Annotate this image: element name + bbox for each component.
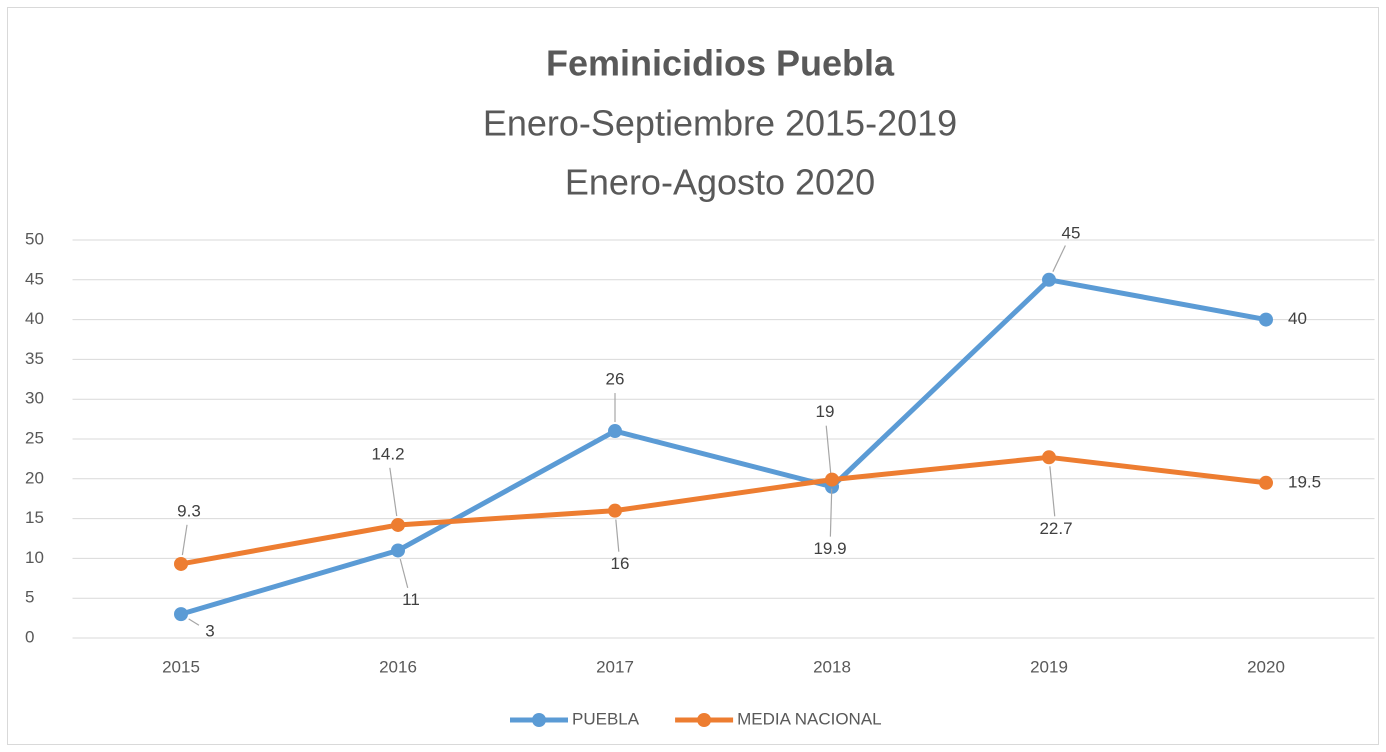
y-tick-label: 50 [25,229,44,248]
point [174,556,188,571]
data-label: 26 [606,370,625,389]
series-line [180,454,1267,567]
leader-line [389,467,398,517]
chart-subtitle: Enero-Septiembre 2015-2019 [483,103,957,144]
y-tick-label: 0 [25,627,34,646]
x-tick-label: 2020 [1247,657,1285,676]
series-line [180,277,1267,617]
data-label: 11 [402,590,420,609]
x-tick-label: 2019 [1030,657,1068,676]
x-tick-label: 2015 [162,657,200,676]
point [391,517,405,532]
legend-marker [697,713,712,727]
point [1259,312,1273,327]
y-tick-label: 45 [25,269,44,288]
leader-line [825,425,832,478]
chart-border [7,7,1379,745]
y-tick-label: 20 [25,468,44,487]
data-label: 16 [611,554,630,573]
data-label: 19 [816,402,835,421]
x-tick-label: 2018 [813,657,851,676]
leader-line [181,524,188,556]
data-label: 19.9 [813,539,846,558]
data-label: 9.3 [177,501,201,520]
y-tick-label: 25 [25,428,44,447]
y-tick-label: 15 [25,508,44,527]
point [608,424,622,439]
data-label: 3 [205,622,214,641]
y-tick-label: 10 [25,548,44,567]
leader-line [829,488,833,537]
y-tick-label: 35 [25,349,44,368]
leader-line [1049,466,1056,517]
leader-line [188,618,200,626]
point [391,543,405,558]
data-label: 19.5 [1288,472,1321,491]
leader-line [615,519,620,552]
x-tick-label: 2017 [596,657,634,676]
y-tick-label: 5 [25,588,34,607]
point [1042,272,1056,287]
legend-label: MEDIA NACIONAL [737,709,882,728]
chart-subtitle: Enero-Agosto 2020 [565,162,875,203]
point [608,503,622,518]
data-label: 14.2 [371,444,404,463]
legend-label: PUEBLA [572,709,640,728]
data-label: 45 [1062,223,1081,242]
point [825,472,839,487]
data-label: 40 [1288,309,1307,328]
data-label: 22.7 [1039,519,1072,538]
legend-marker [532,713,546,727]
chart-title: Feminicidios Puebla [546,43,895,84]
leader-line [399,558,409,589]
y-tick-label: 40 [25,309,44,328]
y-tick-label: 30 [25,389,44,408]
point [174,607,188,622]
point [1042,450,1056,465]
leader-line [1052,245,1066,272]
point [1259,475,1273,490]
x-tick-label: 2016 [379,657,417,676]
